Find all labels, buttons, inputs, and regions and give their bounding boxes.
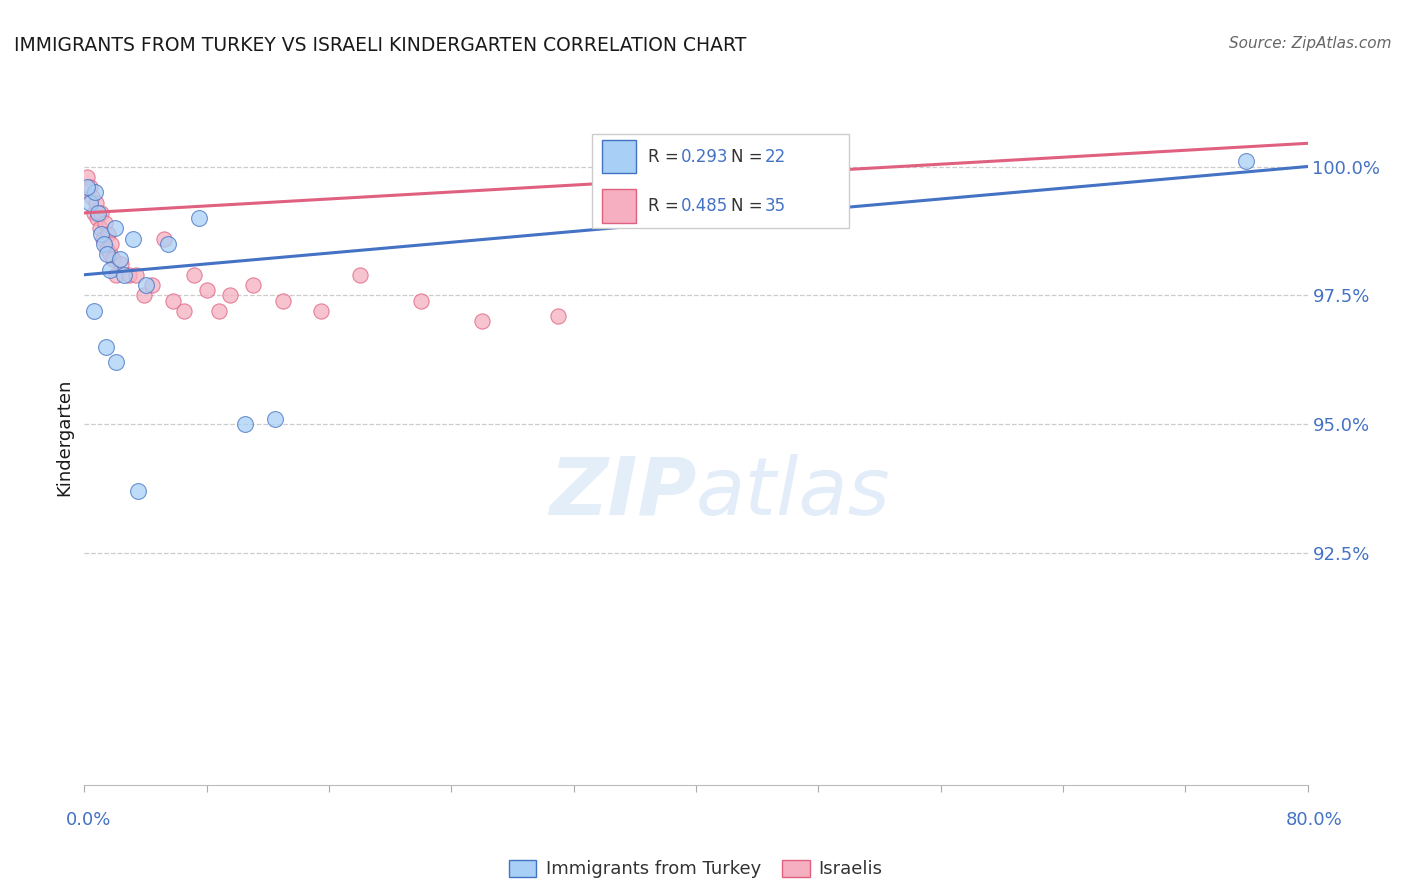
Point bbox=[471, 314, 494, 328]
Point bbox=[87, 206, 110, 220]
Text: IMMIGRANTS FROM TURKEY VS ISRAELI KINDERGARTEN CORRELATION CHART: IMMIGRANTS FROM TURKEY VS ISRAELI KINDER… bbox=[14, 36, 747, 54]
Text: ZIP: ZIP bbox=[548, 454, 696, 532]
Point bbox=[264, 412, 287, 426]
Point bbox=[103, 252, 125, 267]
Point bbox=[242, 278, 264, 293]
Point bbox=[105, 355, 128, 369]
Point bbox=[271, 293, 294, 308]
Text: R =: R = bbox=[648, 148, 685, 166]
Point bbox=[108, 252, 131, 267]
Point bbox=[97, 227, 120, 241]
Point bbox=[91, 232, 114, 246]
Point bbox=[90, 227, 112, 241]
Point bbox=[93, 236, 115, 251]
Point bbox=[96, 242, 118, 256]
Point bbox=[84, 195, 107, 210]
Point bbox=[233, 417, 256, 432]
FancyBboxPatch shape bbox=[602, 140, 636, 173]
Point bbox=[349, 268, 371, 282]
Text: R =: R = bbox=[648, 197, 685, 215]
Point bbox=[105, 268, 128, 282]
Legend: Immigrants from Turkey, Israelis: Immigrants from Turkey, Israelis bbox=[503, 855, 889, 884]
Text: 80.0%: 80.0% bbox=[1286, 811, 1343, 829]
Point bbox=[98, 262, 121, 277]
Point bbox=[84, 186, 107, 200]
Point bbox=[100, 236, 122, 251]
Point bbox=[122, 232, 145, 246]
Point bbox=[1234, 154, 1257, 169]
Point bbox=[98, 247, 121, 261]
Y-axis label: Kindergarten: Kindergarten bbox=[55, 378, 73, 496]
Text: N =: N = bbox=[731, 197, 768, 215]
Point bbox=[83, 206, 105, 220]
Point bbox=[125, 268, 148, 282]
Point bbox=[195, 283, 218, 297]
Point bbox=[83, 303, 105, 318]
Text: 0.485: 0.485 bbox=[682, 197, 728, 215]
Point bbox=[76, 180, 98, 194]
Point bbox=[79, 195, 101, 210]
Text: 0.293: 0.293 bbox=[682, 148, 728, 166]
Point bbox=[79, 180, 101, 194]
Point bbox=[132, 288, 155, 302]
Point bbox=[86, 211, 108, 225]
Point bbox=[135, 278, 157, 293]
Point bbox=[183, 268, 205, 282]
Point bbox=[118, 268, 141, 282]
Point bbox=[153, 232, 176, 246]
Text: 0.0%: 0.0% bbox=[66, 811, 111, 829]
Point bbox=[208, 303, 231, 318]
Point bbox=[127, 484, 149, 499]
Text: 35: 35 bbox=[765, 197, 786, 215]
Point bbox=[162, 293, 184, 308]
Point bbox=[188, 211, 211, 225]
Point bbox=[173, 303, 195, 318]
Point bbox=[157, 236, 180, 251]
Point bbox=[110, 257, 132, 271]
Point bbox=[76, 169, 98, 184]
Point bbox=[104, 221, 127, 235]
FancyBboxPatch shape bbox=[592, 135, 849, 228]
Point bbox=[89, 221, 111, 235]
Point bbox=[94, 216, 117, 230]
Text: Source: ZipAtlas.com: Source: ZipAtlas.com bbox=[1229, 36, 1392, 51]
Text: atlas: atlas bbox=[696, 454, 891, 532]
Point bbox=[80, 190, 103, 204]
FancyBboxPatch shape bbox=[602, 189, 636, 223]
Point bbox=[311, 303, 333, 318]
Point bbox=[547, 309, 569, 323]
Point bbox=[96, 247, 118, 261]
Point bbox=[141, 278, 163, 293]
Point bbox=[218, 288, 240, 302]
Text: N =: N = bbox=[731, 148, 768, 166]
Point bbox=[90, 206, 112, 220]
Point bbox=[409, 293, 432, 308]
Text: 22: 22 bbox=[765, 148, 786, 166]
Point bbox=[112, 268, 135, 282]
Point bbox=[94, 340, 117, 354]
